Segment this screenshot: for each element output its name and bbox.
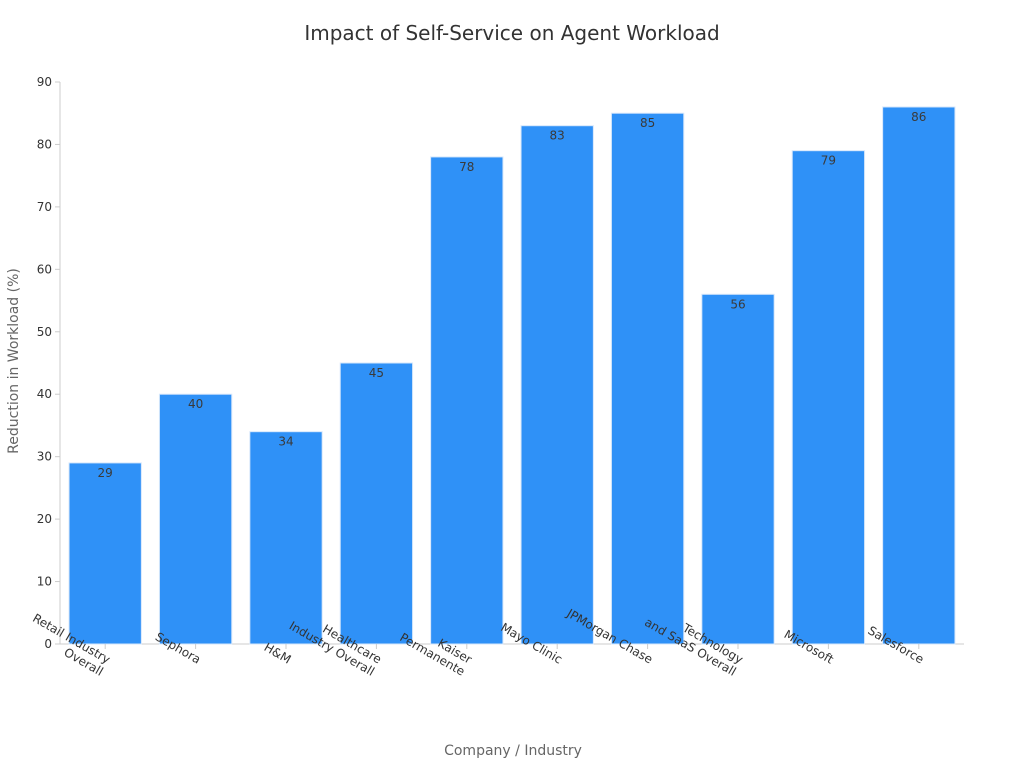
bar [791, 150, 866, 645]
bar [610, 112, 685, 645]
bar [701, 293, 775, 645]
x-axis-label: Company / Industry [444, 743, 582, 759]
y-tick-label: 40 [37, 387, 52, 401]
data-label: 56 [730, 297, 745, 311]
data-label: 29 [98, 466, 113, 480]
data-label: 45 [369, 366, 384, 380]
data-label: 34 [278, 435, 293, 449]
data-label: 85 [640, 116, 655, 130]
bar [430, 156, 504, 645]
y-tick-label: 20 [37, 512, 52, 526]
data-label: 83 [550, 129, 565, 143]
data-labels: 29 40 34 45 78 83 85 56 79 86 [98, 110, 927, 480]
y-tick-label: 90 [37, 75, 52, 89]
y-tick-label: 80 [37, 137, 52, 151]
y-tick-label: 60 [37, 262, 52, 276]
y-ticks: 0 10 20 30 40 50 60 70 80 90 [37, 75, 60, 651]
bar [249, 431, 323, 645]
bar [339, 362, 414, 645]
data-label: 86 [911, 110, 926, 124]
y-tick-label: 70 [37, 200, 52, 214]
bar [68, 462, 142, 645]
y-tick-label: 50 [37, 325, 52, 339]
data-label: 78 [459, 160, 474, 174]
y-tick-label: 10 [37, 575, 52, 589]
bar [158, 393, 233, 645]
chart-title: Impact of Self-Service on Agent Workload [304, 21, 719, 45]
y-tick-label: 30 [37, 450, 52, 464]
y-axis-label: Reduction in Workload (%) [6, 268, 22, 454]
bar [882, 106, 956, 645]
data-label: 40 [188, 397, 203, 411]
data-label: 79 [821, 154, 836, 168]
y-tick-label: 0 [44, 637, 52, 651]
bars [68, 106, 956, 645]
bar [520, 125, 594, 645]
